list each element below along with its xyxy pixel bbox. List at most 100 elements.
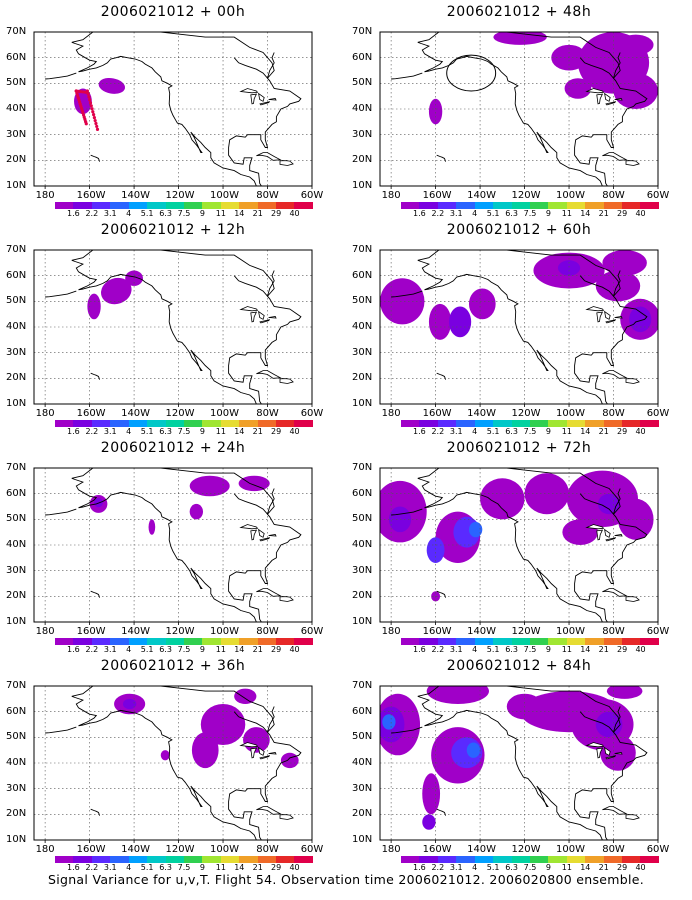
latitude-label: 10N [352, 834, 373, 845]
variance-contour [466, 742, 481, 758]
colorbar-label: 9 [545, 209, 551, 218]
colorbar-cell [55, 638, 74, 645]
colorbar-label: 7.5 [177, 863, 191, 872]
map-frame [379, 249, 659, 405]
latitude-label: 60N [352, 51, 373, 63]
latitude-label: 20N [352, 372, 373, 384]
observation-point [92, 115, 96, 120]
panel-60h: 2006021012 + 60h 70N 60N 50N 40N 30N 20N 10N 18… [346, 218, 692, 436]
colorbar-cell [183, 420, 203, 427]
colorbar-label: 21 [598, 427, 609, 436]
colorbar-cell [566, 856, 586, 863]
latitude-label: 40N [352, 321, 373, 332]
observation-point [94, 121, 98, 126]
longitude-label: 140W [467, 190, 497, 201]
variance-contour [564, 78, 592, 99]
variance-contour [98, 77, 126, 94]
colorbar-cell [257, 638, 277, 645]
map-canvas [33, 685, 313, 843]
colorbar-cell [640, 420, 659, 427]
latitude-label: 10N [352, 180, 373, 191]
longitude-label: 80W [602, 844, 625, 855]
colorbar-label: 5.1 [486, 645, 500, 654]
colorbar-cell [548, 420, 567, 427]
colorbar-cell [622, 638, 641, 645]
colorbar-cell [202, 420, 221, 427]
colorbar-cell [493, 202, 512, 209]
latitude-label: 60N [6, 487, 27, 499]
longitude-label: 120W [511, 408, 541, 419]
longitude-label: 140W [121, 190, 151, 201]
colorbar-cell [474, 638, 494, 645]
colorbar-cell [401, 420, 420, 427]
latitude-label: 40N [6, 757, 27, 768]
colorbar-cell [511, 856, 530, 863]
colorbar-label: 14 [234, 863, 245, 872]
colorbar-label: 1.6 [413, 645, 426, 654]
latitude-label: 70N [6, 244, 27, 255]
colorbar-cell [603, 420, 623, 427]
colorbar-label: 7.5 [177, 209, 191, 218]
variance-contour [480, 478, 525, 520]
colorbar-cell [566, 420, 586, 427]
colorbar-label: 40 [289, 209, 300, 218]
variance-contour [524, 473, 570, 515]
colorbar-cell [419, 856, 438, 863]
variance-contour [191, 732, 219, 769]
latitude-label: 10N [6, 398, 27, 409]
colorbar-label: 9 [199, 427, 205, 436]
longitude-label: 160W [422, 408, 452, 419]
longitude-label: 100W [556, 844, 586, 855]
colorbar-cell [55, 856, 74, 863]
longitude-label: 160W [422, 626, 452, 637]
longitude-label: 120W [165, 190, 195, 201]
longitude-label: 60W [300, 844, 324, 855]
colorbar-cell [165, 638, 184, 645]
colorbar-label: 40 [635, 863, 646, 872]
longitude-label: 100W [210, 190, 240, 201]
colorbar-label: 2.2 [85, 427, 99, 436]
longitude-label: 120W [165, 408, 195, 419]
colorbar-cell [110, 856, 129, 863]
longitude-label: 180 [35, 408, 55, 419]
colorbar-cell [257, 856, 277, 863]
latitude-label: 60N [6, 269, 27, 281]
colorbar-cell [419, 420, 438, 427]
variance-contour [101, 277, 132, 305]
longitude-label: 160W [422, 190, 452, 201]
colorbar-cell [165, 856, 184, 863]
longitude-label: 60W [646, 408, 670, 419]
colorbar-cell [128, 202, 148, 209]
latitude-label: 20N [352, 808, 373, 820]
colorbar-label: 21 [252, 427, 263, 436]
colorbar-cell [401, 638, 420, 645]
colorbar-cell [474, 856, 494, 863]
map-frame [33, 31, 313, 187]
colorbar-cell [276, 638, 295, 645]
variance-contour [280, 752, 299, 769]
longitude-label: 160W [76, 626, 106, 637]
colorbar-cell [147, 638, 166, 645]
colorbar-label: 1.6 [67, 645, 80, 654]
map-canvas [33, 249, 313, 407]
latitude-label: 50N [6, 731, 27, 743]
variance-contour [382, 714, 396, 730]
colorbar-cell [529, 202, 549, 209]
latitude-label: 70N [6, 680, 27, 691]
colorbar-cell [128, 638, 148, 645]
colorbar-label: 3.1 [103, 863, 117, 872]
colorbar-label: 5.1 [140, 209, 154, 218]
latitude-label: 60N [352, 705, 373, 717]
latitude-label: 30N [6, 128, 27, 140]
colorbar-label: 29 [617, 427, 628, 436]
colorbar-cell [294, 420, 313, 427]
observation-point [95, 127, 100, 132]
colorbar-cell [73, 202, 92, 209]
variance-contour [148, 519, 156, 535]
longitude-label: 60W [646, 844, 670, 855]
colorbar-cell [276, 420, 295, 427]
colorbar-label: 6.3 [159, 863, 172, 872]
latitude-label: 20N [6, 154, 27, 166]
colorbar-cell [91, 856, 111, 863]
colorbar-cell [529, 638, 549, 645]
